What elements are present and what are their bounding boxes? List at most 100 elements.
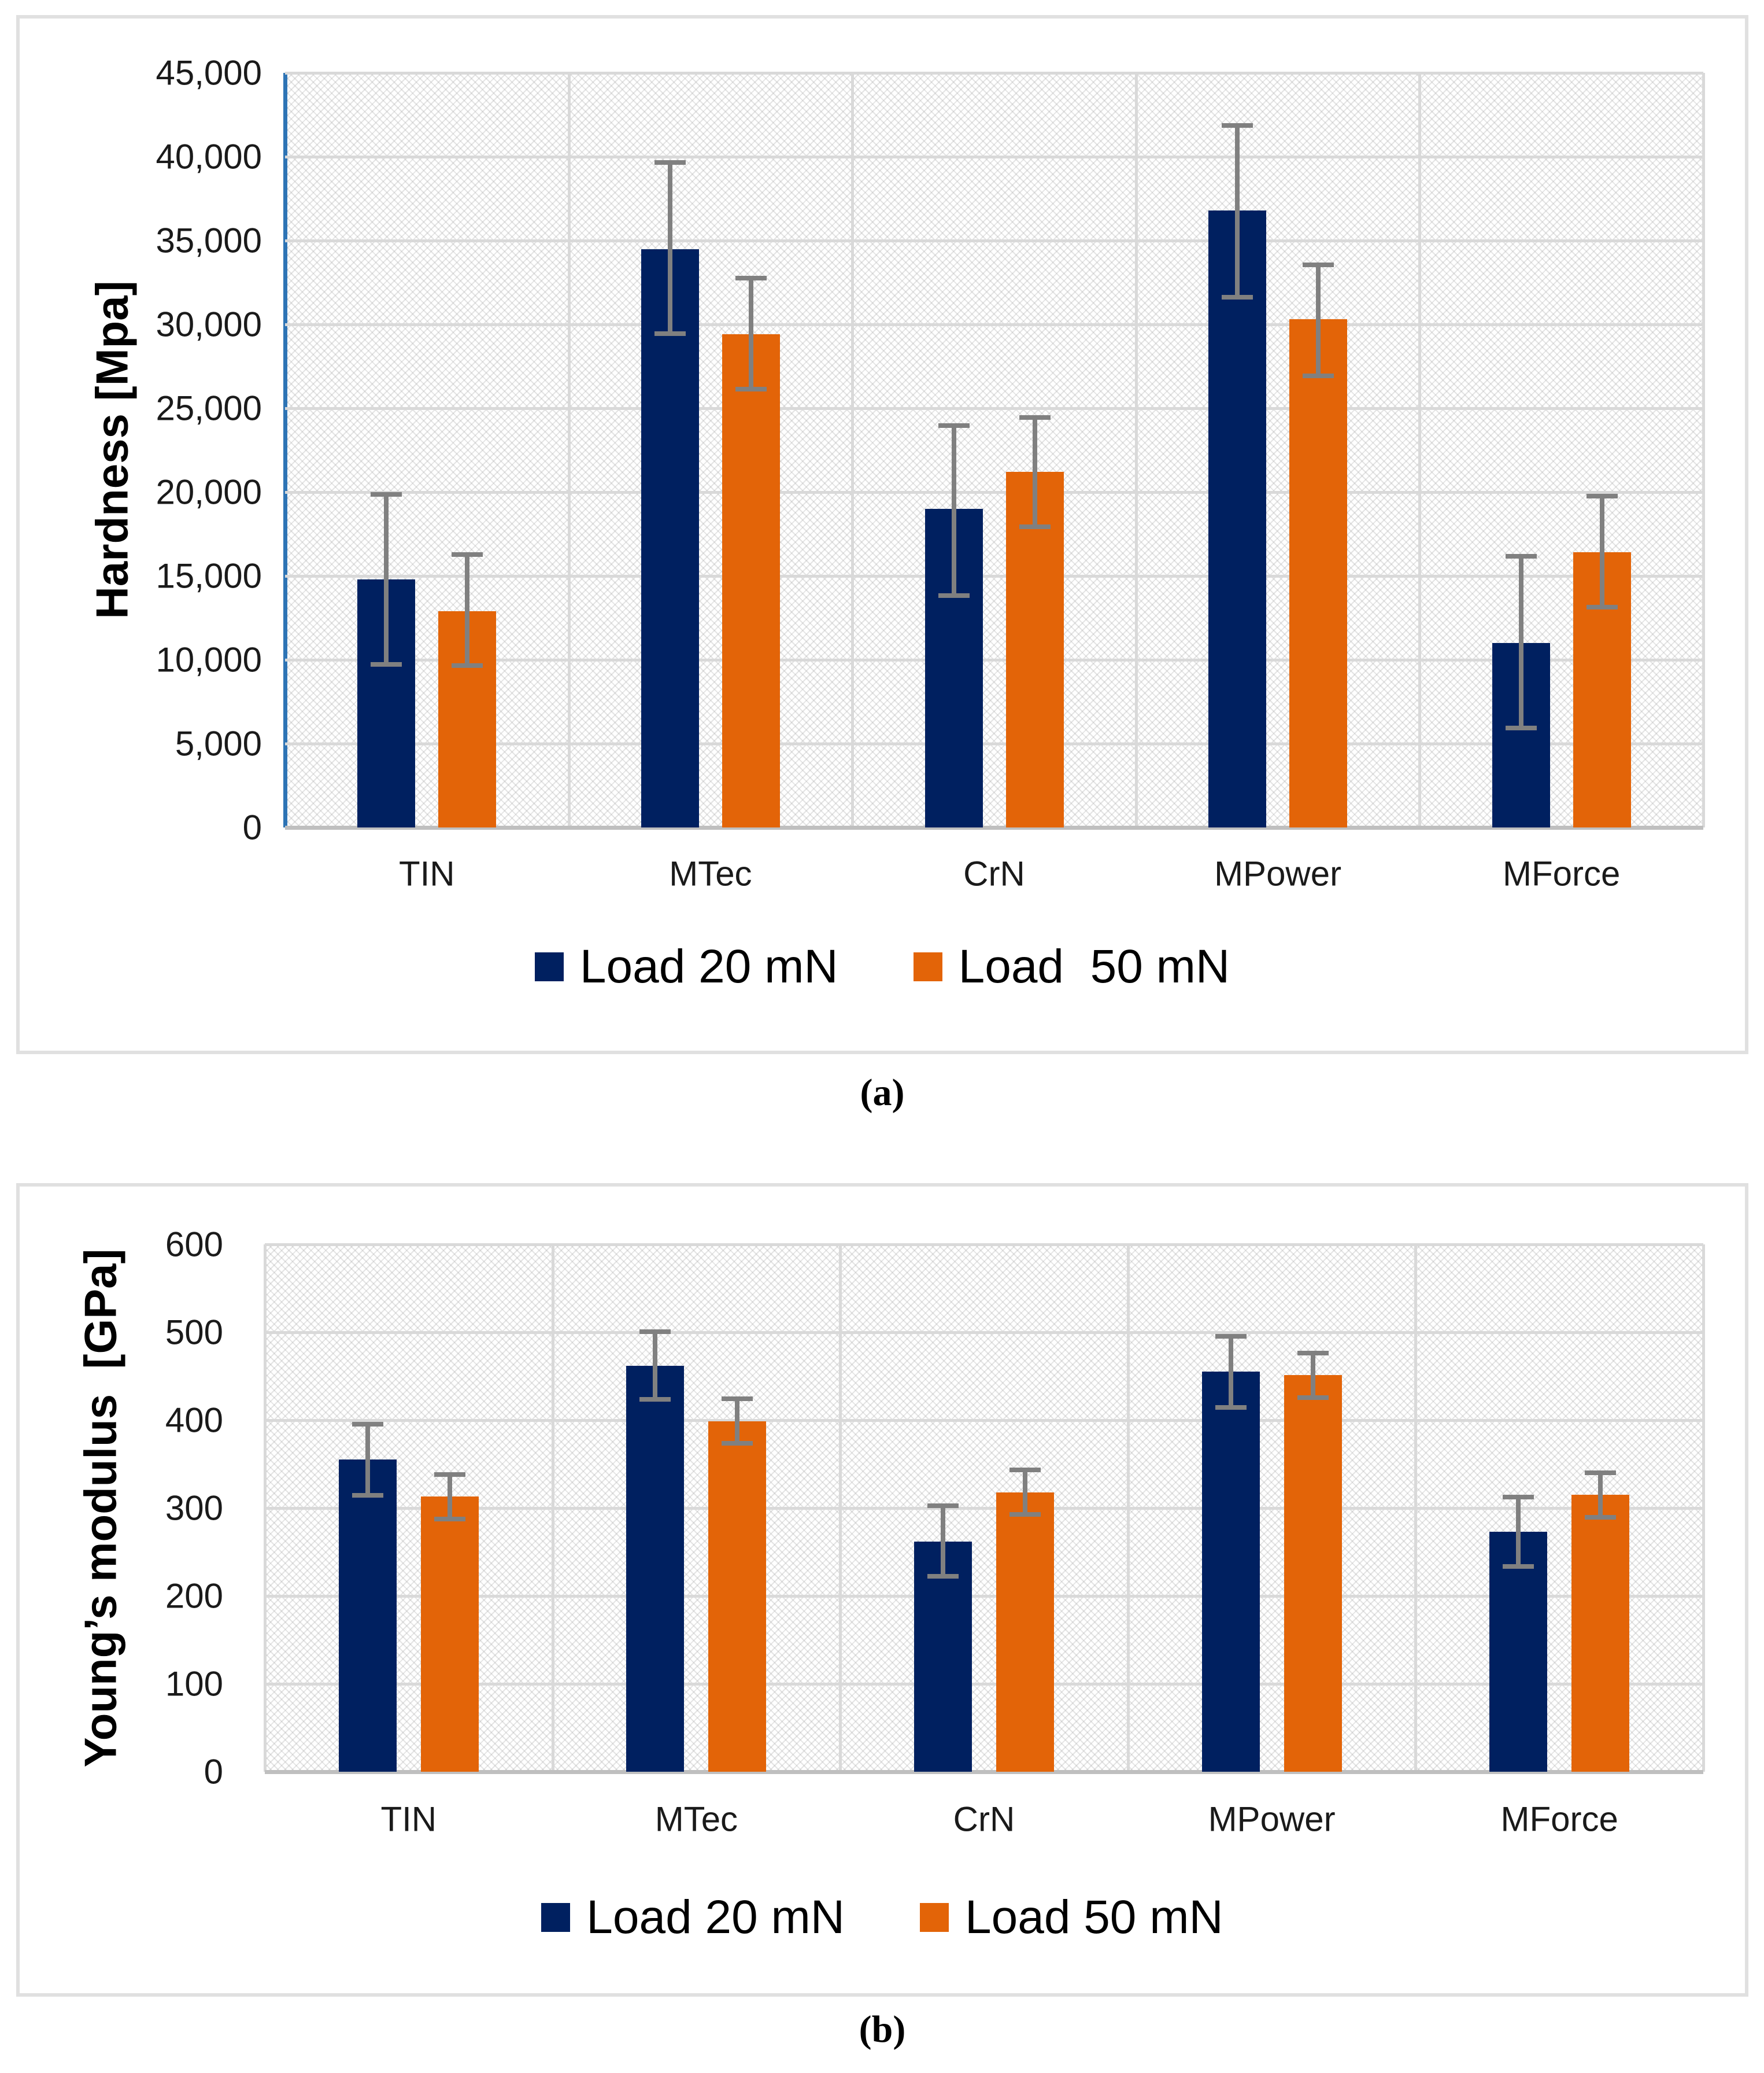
error-bar-load20-MPower bbox=[1215, 1334, 1247, 1410]
horizontal-gridline bbox=[285, 742, 1703, 745]
error-bar-top-cap bbox=[1009, 1468, 1041, 1473]
bar-load50-MTec bbox=[722, 334, 780, 827]
hardness-chart: 0 5,000 10,000 15,000 20,000 25,000 30,000 35,0… bbox=[20, 19, 1745, 1051]
error-bar-load50-MTec bbox=[722, 1396, 753, 1446]
horizontal-gridline bbox=[285, 156, 1703, 158]
category-label-MForce: MForce bbox=[1503, 854, 1621, 893]
error-bar-top-cap bbox=[1586, 493, 1618, 498]
error-bar-line bbox=[1235, 123, 1240, 300]
error-bar-line bbox=[1228, 1334, 1233, 1410]
error-bar-load50-TIN bbox=[452, 552, 483, 668]
error-bar-bottom-cap bbox=[1585, 1514, 1617, 1520]
x-axis-line bbox=[285, 826, 1703, 830]
error-bar-top-cap bbox=[1503, 1495, 1534, 1500]
error-bar-bottom-cap bbox=[735, 386, 767, 391]
y-tick-label: 15,000 bbox=[156, 556, 262, 596]
error-bar-line bbox=[941, 1503, 945, 1579]
horizontal-gridline bbox=[265, 1243, 1703, 1246]
error-bar-line bbox=[1598, 1470, 1603, 1520]
error-bar-top-cap bbox=[927, 1503, 959, 1509]
category-label-MTec: MTec bbox=[654, 1799, 738, 1839]
legend-label: Load 50 mN bbox=[958, 940, 1230, 993]
category-label-TIN: TIN bbox=[398, 854, 455, 893]
error-bar-top-cap bbox=[434, 1472, 465, 1477]
error-bar-load20-MForce bbox=[1505, 554, 1537, 730]
y-tick-label: 35,000 bbox=[156, 221, 262, 260]
error-bar-bottom-cap bbox=[371, 662, 402, 667]
error-bar-top-cap bbox=[1019, 415, 1051, 420]
legend-item-load20: Load 20 mN bbox=[541, 1890, 845, 1945]
error-bar-top-cap bbox=[735, 275, 767, 280]
legend: Load 20 mN Load 50 mN bbox=[20, 940, 1745, 994]
error-bar-line bbox=[1518, 554, 1523, 730]
error-bar-line bbox=[667, 160, 672, 337]
error-bar-line bbox=[1032, 415, 1037, 529]
error-bar-bottom-cap bbox=[722, 1441, 753, 1446]
legend-label: Load 50 mN bbox=[965, 1891, 1223, 1943]
error-bar-bottom-cap bbox=[1222, 294, 1253, 300]
error-bar-load50-MPower bbox=[1303, 262, 1334, 378]
bar-load20-TIN bbox=[338, 1459, 397, 1772]
error-bar-line bbox=[735, 1396, 740, 1446]
error-bar-bottom-cap bbox=[927, 1573, 959, 1579]
category-label-MTec: MTec bbox=[669, 854, 752, 893]
caption-a: (a) bbox=[860, 1071, 905, 1114]
horizontal-gridline bbox=[285, 407, 1703, 410]
y-tick-label: 40,000 bbox=[156, 137, 262, 176]
y-axis-title: Hardness [Mpa] bbox=[86, 280, 138, 619]
horizontal-gridline bbox=[265, 1331, 1703, 1334]
y-tick-label: 300 bbox=[165, 1488, 223, 1528]
error-bar-load20-MPower bbox=[1222, 123, 1253, 300]
error-bar-load20-CrN bbox=[927, 1503, 959, 1579]
youngs-modulus-chart-panel: 0 100 200 300 400 500 600 TIN MTec CrN MPower MForc… bbox=[16, 1183, 1748, 1997]
category-label-CrN: CrN bbox=[963, 854, 1025, 893]
horizontal-gridline bbox=[265, 1683, 1703, 1686]
error-bar-top-cap bbox=[938, 423, 970, 428]
category-label-CrN: CrN bbox=[953, 1799, 1015, 1839]
y-tick-label: 0 bbox=[242, 808, 262, 847]
error-bar-bottom-cap bbox=[1303, 373, 1334, 378]
error-bar-line bbox=[1023, 1468, 1027, 1517]
error-bar-bottom-cap bbox=[639, 1397, 671, 1402]
error-bar-line bbox=[1316, 262, 1321, 378]
error-bar-load50-MTec bbox=[735, 275, 767, 391]
error-bar-bottom-cap bbox=[1586, 604, 1618, 609]
error-bar-line bbox=[653, 1329, 658, 1402]
error-bar-top-cap bbox=[639, 1329, 671, 1335]
error-bar-bottom-cap bbox=[1505, 725, 1537, 730]
error-bar-line bbox=[1310, 1350, 1315, 1401]
bar-load20-MTec bbox=[641, 249, 699, 827]
error-bar-load50-CrN bbox=[1019, 415, 1051, 529]
error-bar-load20-TIN bbox=[371, 492, 402, 667]
y-tick-label: 45,000 bbox=[156, 53, 262, 93]
y-tick-label: 0 bbox=[204, 1752, 223, 1791]
error-bar-bottom-cap bbox=[434, 1516, 465, 1521]
error-bar-load50-MPower bbox=[1297, 1350, 1329, 1401]
error-bar-top-cap bbox=[452, 552, 483, 557]
hardness-chart-panel: 0 5,000 10,000 15,000 20,000 25,000 30,000 35,0… bbox=[16, 15, 1748, 1054]
plot-area-hatch-background bbox=[285, 73, 1703, 827]
y-tick-label: 5,000 bbox=[175, 724, 262, 763]
bar-load20-MTec bbox=[626, 1365, 685, 1772]
category-label-MPower: MPower bbox=[1208, 1799, 1336, 1839]
y-tick-label: 30,000 bbox=[156, 305, 262, 344]
error-bar-load20-MTec bbox=[654, 160, 686, 337]
horizontal-gridline bbox=[265, 1419, 1703, 1422]
legend-item-load20: Load 20 mN bbox=[534, 940, 838, 994]
legend-label: Load 20 mN bbox=[579, 940, 838, 993]
y-tick-label: 10,000 bbox=[156, 640, 262, 679]
category-label-MPower: MPower bbox=[1214, 854, 1342, 893]
error-bar-top-cap bbox=[722, 1396, 753, 1401]
bar-load20-MForce bbox=[1489, 1532, 1548, 1772]
bar-load50-MPower bbox=[1289, 319, 1348, 827]
horizontal-gridline bbox=[265, 1507, 1703, 1510]
vertical-gridline bbox=[1134, 73, 1138, 827]
bar-load50-TIN bbox=[420, 1496, 479, 1772]
error-bar-load20-MForce bbox=[1503, 1495, 1534, 1569]
legend-swatch-load20 bbox=[541, 1903, 571, 1932]
error-bar-top-cap bbox=[1585, 1470, 1617, 1475]
legend-item-load50: Load 50 mN bbox=[920, 1890, 1223, 1945]
error-bar-line bbox=[1516, 1495, 1521, 1569]
category-label-MForce: MForce bbox=[1500, 1799, 1618, 1839]
